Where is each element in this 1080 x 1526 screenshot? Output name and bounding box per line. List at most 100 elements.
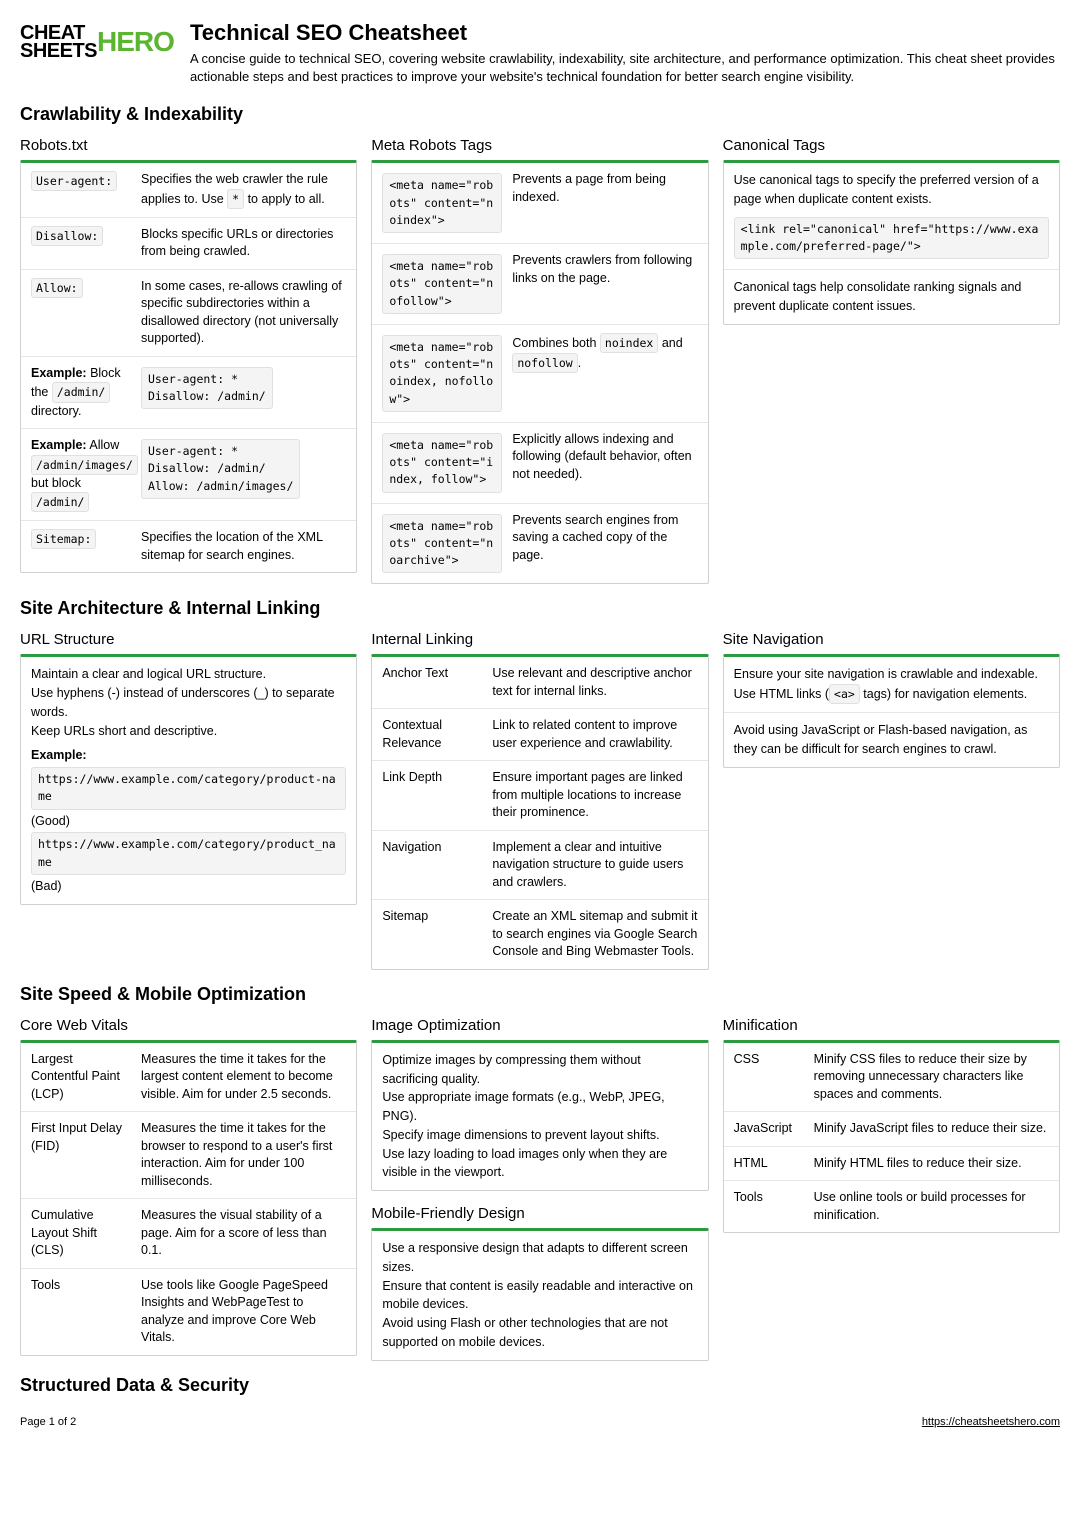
table-row: Link DepthEnsure important pages are lin… [372,761,707,831]
desc: Ensure important pages are linked from m… [492,769,697,822]
table-row: Disallow: Blocks specific URLs or direct… [21,218,356,270]
label: JavaScript [734,1120,804,1138]
table-row: <meta name="robots" content="noindex, no… [372,325,707,423]
example-label: Example: Block the /admin/ directory. [31,365,131,420]
url-box: Maintain a clear and logical URL structu… [20,654,357,904]
section-crawlability: Crawlability & Indexability [20,104,1060,125]
header-content: Technical SEO Cheatsheet A concise guide… [190,20,1060,86]
codeblock: User-agent: * Disallow: /admin/ [141,367,273,410]
desc: Measures the time it takes for the large… [141,1051,346,1104]
table-row: JavaScript Minify JavaScript files to red… [724,1112,1059,1147]
url-title: URL Structure [20,631,357,648]
internal-title: Internal Linking [371,631,708,648]
table-row: User-agent: Specifies the web crawler th… [21,163,356,218]
img-title: Image Optimization [371,1017,708,1034]
table-row: Example: Allow /admin/images/ but block … [21,429,356,521]
desc: Prevents a page from being indexed. [512,171,697,235]
code: <meta name="robots" content="noindex"> [382,173,502,233]
label: Link Depth [382,769,482,822]
min-title: Minification [723,1017,1060,1034]
section-structured: Structured Data & Security [20,1375,1060,1396]
desc: Minify HTML files to reduce their size. [814,1155,1049,1173]
code: <meta name="robots" content="noindex, no… [382,335,502,412]
code: <meta name="robots" content="nofollow"> [382,254,502,314]
cwv-box: Largest Contentful Paint (LCP)Measures t… [20,1040,357,1356]
logo-sheets: SHEETS [20,42,97,60]
table-row: Allow: In some cases, re-allows crawling… [21,270,356,357]
desc: Implement a clear and intuitive navigati… [492,839,697,892]
code: Disallow: [31,226,103,246]
desc: Minify JavaScript files to reduce their … [814,1120,1049,1138]
table-row: Cumulative Layout Shift (CLS)Measures th… [21,1199,356,1269]
table-row: ToolsUse tools like Google PageSpeed Ins… [21,1269,356,1355]
section-architecture: Site Architecture & Internal Linking [20,598,1060,619]
desc: Blocks specific URLs or directories from… [141,226,346,261]
desc: Measures the time it takes for the brows… [141,1120,346,1190]
codeblock: <link rel="canonical" href="https://www.… [734,217,1049,260]
label: HTML [734,1155,804,1173]
label: Sitemap [382,908,482,961]
canonical-box: Use canonical tags to specify the prefer… [723,160,1060,325]
text: Use a responsive design that adapts to d… [372,1231,707,1360]
footer: Page 1 of 2 https://cheatsheetshero.com [20,1416,1060,1428]
mobile-box: Use a responsive design that adapts to d… [371,1228,708,1361]
table-row: CSSMinify CSS files to reduce their size… [724,1043,1059,1113]
table-row: <meta name="robots" content="nofollow"> … [372,244,707,325]
section-speed: Site Speed & Mobile Optimization [20,984,1060,1005]
label: Anchor Text [382,665,482,700]
desc: Explicitly allows indexing and following… [512,431,697,495]
desc: Specifies the web crawler the rule appli… [141,171,346,209]
page-title: Technical SEO Cheatsheet [190,20,1060,46]
nav-title: Site Navigation [723,631,1060,648]
nav-box: Ensure your site navigation is crawlable… [723,654,1060,767]
table-row: HTML Minify HTML files to reduce their si… [724,1147,1059,1182]
table-row: <meta name="robots" content="noarchive">… [372,504,707,584]
label: First Input Delay (FID) [31,1120,131,1190]
table-row: First Input Delay (FID)Measures the time… [21,1112,356,1199]
code: User-agent: [31,171,117,191]
text: Use canonical tags to specify the prefer… [724,163,1059,270]
meta-box: <meta name="robots" content="noindex"> P… [371,160,708,584]
codeblock: https://www.example.com/category/product… [31,767,346,810]
text: Canonical tags help consolidate ranking … [724,270,1059,324]
table-row: Example: Block the /admin/ directory. Us… [21,357,356,429]
desc: Specifies the location of the XML sitema… [141,529,346,564]
mobile-title: Mobile-Friendly Design [371,1205,708,1222]
text: Maintain a clear and logical URL structu… [21,657,356,903]
code: <meta name="robots" content="noarchive"> [382,514,502,574]
img-box: Optimize images by compressing them with… [371,1040,708,1191]
desc: In some cases, re-allows crawling of spe… [141,278,346,348]
table-row: ToolsUse online tools or build processes… [724,1181,1059,1232]
label: Largest Contentful Paint (LCP) [31,1051,131,1104]
label: CSS [734,1051,804,1104]
table-row: Sitemap: Specifies the location of the X… [21,521,356,572]
code: Allow: [31,278,83,298]
table-row: Anchor Text Use relevant and descriptive … [372,657,707,709]
desc: Create an XML sitemap and submit it to s… [492,908,697,961]
code: <meta name="robots" content="index, foll… [382,433,502,493]
logo: CHEAT SHEETS HERO [20,24,174,86]
table-row: Contextual Relevance Link to related cont… [372,709,707,761]
label: Cumulative Layout Shift (CLS) [31,1207,131,1260]
codeblock: https://www.example.com/category/product… [31,832,346,875]
label: Tools [734,1189,804,1224]
table-row: SitemapCreate an XML sitemap and submit … [372,900,707,969]
desc: Use tools like Google PageSpeed Insights… [141,1277,346,1347]
min-box: CSSMinify CSS files to reduce their size… [723,1040,1060,1234]
desc: Use relevant and descriptive anchor text… [492,665,697,700]
label: Contextual Relevance [382,717,482,752]
label: Navigation [382,839,482,892]
robots-box: User-agent: Specifies the web crawler th… [20,160,357,573]
text: Optimize images by compressing them with… [372,1043,707,1190]
meta-title: Meta Robots Tags [371,137,708,154]
desc: Minify CSS files to reduce their size by… [814,1051,1049,1104]
desc: Link to related content to improve user … [492,717,697,752]
table-row: Largest Contentful Paint (LCP)Measures t… [21,1043,356,1113]
label: Tools [31,1277,131,1347]
text: Ensure your site navigation is crawlable… [724,657,1059,713]
table-row: <meta name="robots" content="noindex"> P… [372,163,707,244]
footer-link[interactable]: https://cheatsheetshero.com [922,1416,1060,1428]
codeblock: User-agent: * Disallow: /admin/ Allow: /… [141,439,300,499]
desc: Prevents crawlers from following links o… [512,252,697,316]
example-label: Example: Allow /admin/images/ but block … [31,437,131,512]
